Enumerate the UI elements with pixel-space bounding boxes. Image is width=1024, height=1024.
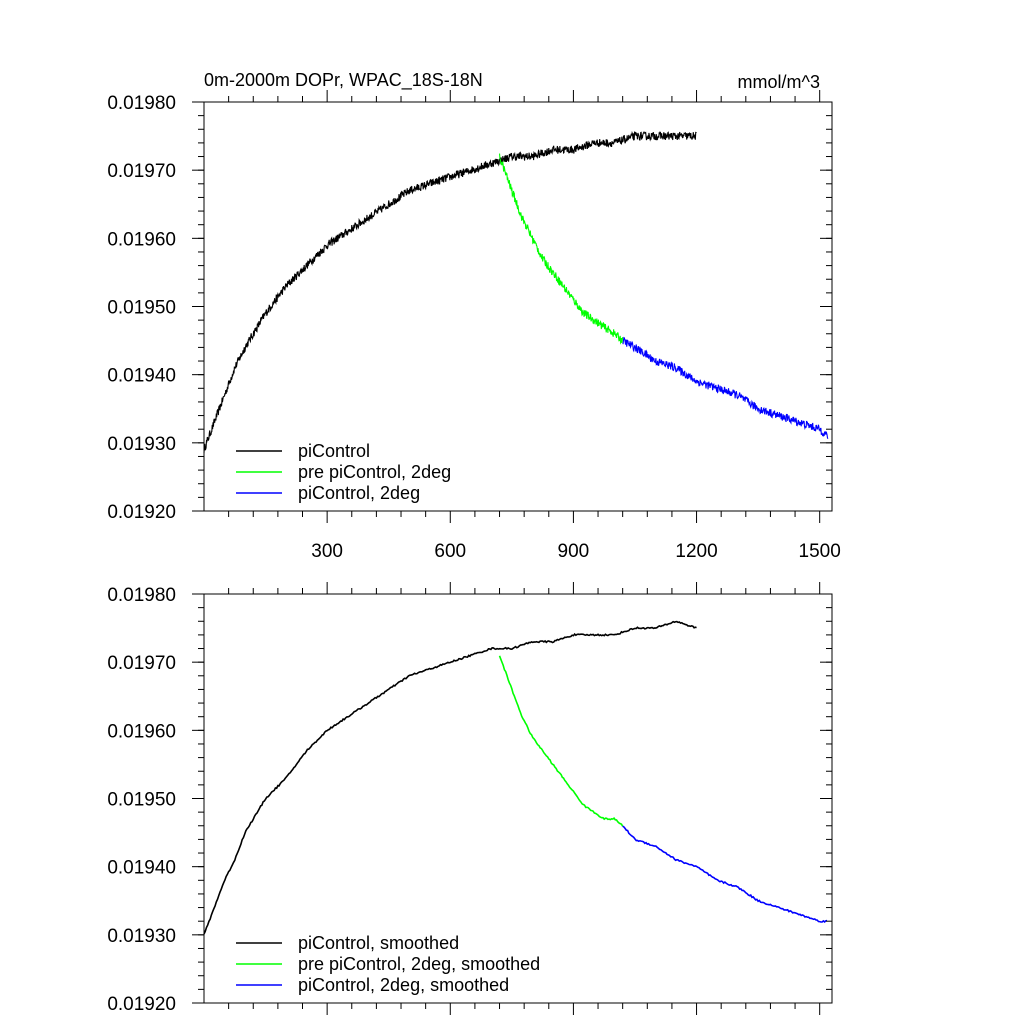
- series-line-1: [203, 620, 697, 935]
- y-tick-label: 0.01920: [107, 994, 176, 1015]
- chart-panel-2: 0.01920 0.01930 0.01940 0.01950 0.01960 0.019…: [107, 582, 833, 1015]
- y-tick-label: 0.01970: [107, 653, 176, 674]
- y-tick-label: 0.01950: [107, 790, 176, 811]
- y-tick-label: 0.01940: [107, 858, 176, 879]
- y-tick-label: 0.01940: [107, 366, 176, 387]
- y-tick-label: 0.01980: [107, 93, 176, 114]
- x-tick-label: 900: [558, 541, 590, 562]
- x-tick-label: 600: [434, 541, 466, 562]
- x-tick-label: 1500: [799, 541, 841, 562]
- y-tick-label: 0.01930: [107, 434, 176, 455]
- y-tick-label: 0.01920: [107, 502, 176, 523]
- y-tick-label: 0.01950: [107, 298, 176, 319]
- y-tick-label: 0.01960: [107, 721, 176, 742]
- legend-label: piControl, 2deg, smoothed: [298, 975, 509, 995]
- x-tick-label: 300: [311, 541, 343, 562]
- x-tick-label: 1200: [675, 541, 717, 562]
- chart-title: 0m-2000m DOPr, WPAC_18S-18N: [204, 70, 483, 91]
- series-line-2: [498, 655, 624, 827]
- y-tick-label: 0.01980: [107, 585, 176, 606]
- legend-label: piControl, 2deg: [298, 483, 420, 503]
- series-line-2: [498, 153, 624, 345]
- y-tick-label: 0.01960: [107, 229, 176, 250]
- series-line-1: [203, 130, 697, 453]
- series-line-3: [622, 336, 829, 439]
- legend-label: piControl, smoothed: [298, 933, 459, 953]
- series-line-3: [622, 825, 828, 923]
- legend-label: pre piControl, 2deg, smoothed: [298, 954, 540, 974]
- y-tick-label: 0.01930: [107, 926, 176, 947]
- y-tick-label: 0.01970: [107, 161, 176, 182]
- legend-label: pre piControl, 2deg: [298, 462, 451, 482]
- legend-label: piControl: [298, 441, 370, 461]
- chart-panel-1: 0m-2000m DOPr, WPAC_18S-18N mmol/m^3 0.019…: [107, 70, 841, 562]
- units-label: mmol/m^3: [738, 72, 820, 92]
